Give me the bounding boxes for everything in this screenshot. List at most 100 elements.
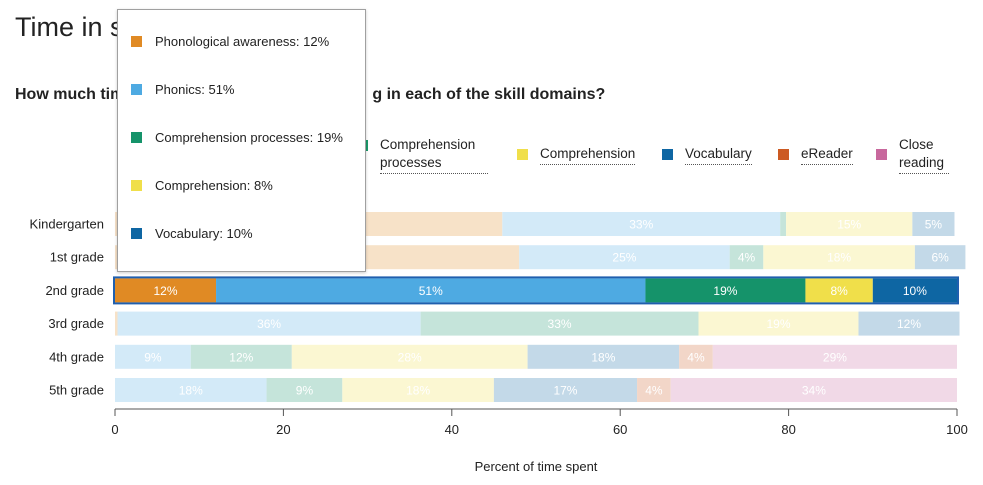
- bar-segment: [420, 311, 699, 336]
- legend-item-vocabulary[interactable]: Vocabulary: [662, 145, 752, 165]
- tooltip-swatch: [131, 84, 142, 95]
- data-label: 4%: [738, 251, 756, 265]
- data-label: 19%: [766, 317, 790, 331]
- data-label: 34%: [802, 384, 826, 398]
- row-label: 3rd grade: [48, 316, 104, 331]
- bar-segment: [115, 311, 118, 336]
- row-label: 2nd grade: [45, 283, 104, 298]
- data-label: 18%: [406, 384, 430, 398]
- bar-segment: [645, 278, 806, 303]
- bar-segment: [291, 344, 528, 369]
- legend-swatch: [517, 149, 528, 160]
- tooltip-item: Comprehension: 8%: [131, 178, 273, 193]
- data-label: 5%: [925, 218, 943, 232]
- legend-swatch: [876, 149, 887, 160]
- bar-segment: [805, 278, 873, 303]
- tooltip-label: Comprehension: 8%: [155, 178, 273, 193]
- x-axis-title: Percent of time spent: [475, 459, 598, 474]
- bar-segment: [115, 378, 267, 402]
- x-tick-label: 20: [276, 422, 290, 437]
- data-label: 10%: [903, 284, 927, 298]
- data-label: 15%: [837, 218, 861, 232]
- data-label: 12%: [897, 317, 921, 331]
- bar-segment: [216, 278, 646, 303]
- row-label: Kindergarten: [30, 217, 104, 232]
- tooltip-label: Comprehension processes: 19%: [155, 130, 343, 145]
- bar-segment: [780, 212, 787, 236]
- legend-label: Comprehension processes: [380, 136, 488, 174]
- bar-segment: [637, 378, 671, 402]
- tooltip-swatch: [131, 36, 142, 47]
- x-tick-label: 60: [613, 422, 627, 437]
- page-title: Time in s: [15, 12, 124, 42]
- data-label: 29%: [823, 350, 847, 364]
- legend-label: Vocabulary: [685, 145, 752, 165]
- question-start: How much tim: [15, 86, 125, 103]
- tooltip-label: Vocabulary: 10%: [155, 226, 253, 241]
- legend-item-ereader[interactable]: eReader: [778, 145, 853, 165]
- bar-segment: [858, 311, 960, 336]
- bar-segment: [266, 378, 343, 402]
- legend-label: Comprehension: [540, 145, 636, 165]
- legend-item-close-reading[interactable]: Close reading: [876, 136, 949, 174]
- bar-segment: [493, 378, 638, 402]
- tooltip-label: Phonics: 51%: [155, 82, 235, 97]
- data-label: 17%: [553, 384, 577, 398]
- bar-segment: [670, 378, 957, 402]
- chart-question: How much tim g in each of the skill domai…: [15, 86, 605, 104]
- tooltip-item: Phonological awareness: 12%: [131, 34, 329, 49]
- bar-segment: [679, 344, 713, 369]
- legend-label: Close reading: [899, 136, 949, 174]
- data-label: 12%: [229, 350, 253, 364]
- data-label: 33%: [629, 218, 653, 232]
- tooltip-swatch: [131, 180, 142, 191]
- bar-segment: [342, 378, 494, 402]
- tooltip-item: Phonics: 51%: [131, 82, 235, 97]
- bar-segment: [729, 245, 764, 270]
- legend-swatch: [778, 149, 789, 160]
- row-label: 1st grade: [50, 250, 104, 265]
- bar-segment: [519, 245, 730, 270]
- row-label: 5th grade: [49, 383, 104, 398]
- data-label: 12%: [154, 284, 178, 298]
- bar-segment: [914, 245, 966, 270]
- data-label: 6%: [931, 251, 949, 265]
- bar-segment: [912, 212, 955, 236]
- x-tick-label: 0: [111, 422, 118, 437]
- data-label: 8%: [830, 284, 848, 298]
- legend-item-comprehension[interactable]: Comprehension: [517, 145, 636, 165]
- bar-segment: [115, 344, 191, 369]
- x-tick-label: 80: [781, 422, 795, 437]
- x-tick-label: 100: [946, 422, 968, 437]
- legend-swatch: [662, 149, 673, 160]
- data-label: 25%: [612, 251, 636, 265]
- bar-segment: [117, 311, 421, 336]
- row-label: 4th grade: [49, 349, 104, 364]
- data-label: 9%: [144, 350, 162, 364]
- question-end: g in each of the skill domains?: [372, 86, 606, 103]
- x-tick-label: 40: [445, 422, 459, 437]
- tooltip-label: Phonological awareness: 12%: [155, 34, 330, 49]
- data-label: 4%: [687, 350, 705, 364]
- highlight-outline: [113, 276, 959, 305]
- bar-segment: [786, 212, 913, 236]
- data-label: 51%: [419, 284, 443, 298]
- tooltip: Phonological awareness: 12% Phonics: 51%…: [117, 9, 366, 272]
- tooltip-item: Comprehension processes: 19%: [131, 130, 343, 145]
- bar-segment: [502, 212, 781, 236]
- data-label: 36%: [257, 317, 281, 331]
- data-label: 9%: [296, 384, 314, 398]
- bar-segment: [712, 344, 957, 369]
- bar-segment: [190, 344, 292, 369]
- bar-segment: [698, 311, 859, 336]
- tooltip-swatch: [131, 132, 142, 143]
- tooltip-swatch: [131, 228, 142, 239]
- data-label: 28%: [398, 350, 422, 364]
- data-label: 4%: [645, 384, 663, 398]
- legend-label: eReader: [801, 145, 853, 165]
- legend-swatch: [364, 140, 368, 151]
- data-label: 19%: [713, 284, 737, 298]
- legend-item-comprehension-processes[interactable]: Comprehension processes: [364, 136, 488, 174]
- data-label: 18%: [591, 350, 615, 364]
- data-label: 18%: [827, 251, 851, 265]
